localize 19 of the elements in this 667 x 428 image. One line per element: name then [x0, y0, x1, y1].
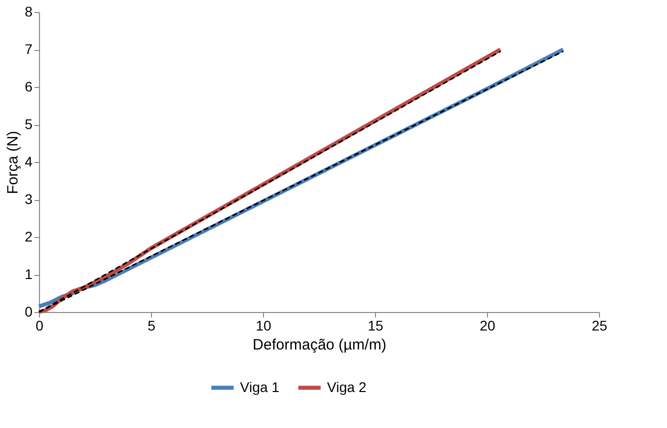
y-tick-label: 3: [24, 191, 33, 207]
y-tick-label: 4: [24, 154, 33, 170]
y-tick-label: 6: [24, 78, 33, 94]
x-tick-label: 0: [36, 318, 44, 334]
legend-label: Viga 1: [240, 378, 280, 395]
x-tick-label: 5: [148, 318, 156, 334]
y-axis-title: Força (N): [4, 130, 22, 194]
y-tick-label: 5: [24, 116, 33, 132]
y-tick-label: 1: [24, 266, 33, 282]
y-tick-label: 8: [24, 4, 33, 20]
legend-label: Viga 2: [327, 378, 367, 395]
x-tick-label: 25: [592, 318, 608, 334]
x-tick-label: 20: [480, 318, 496, 334]
x-tick-label: 10: [256, 318, 272, 334]
x-axis-title: Deformação (µm/m): [252, 336, 386, 354]
y-tick-label: 2: [24, 228, 33, 244]
y-tick-label: 0: [24, 304, 33, 320]
y-tick-label: 7: [24, 41, 33, 57]
x-tick-label: 15: [368, 318, 384, 334]
